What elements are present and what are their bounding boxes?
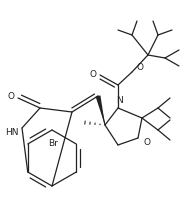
- Text: N: N: [117, 95, 123, 105]
- Text: O: O: [7, 91, 15, 101]
- Text: O: O: [89, 69, 97, 79]
- Text: O: O: [144, 137, 150, 147]
- Text: O: O: [137, 63, 144, 71]
- Polygon shape: [96, 95, 105, 125]
- Text: HN: HN: [5, 127, 19, 137]
- Text: Br: Br: [48, 139, 58, 147]
